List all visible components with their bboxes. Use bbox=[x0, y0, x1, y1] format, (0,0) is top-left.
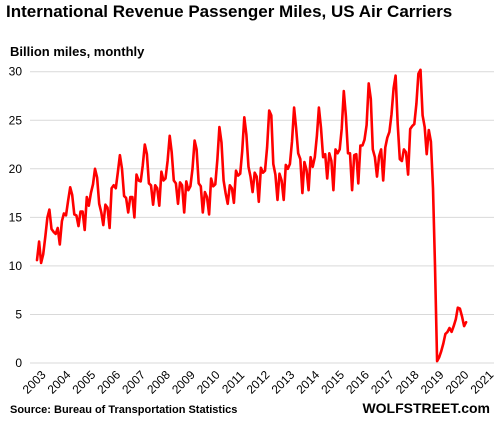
x-tick-label: 2003 bbox=[20, 368, 49, 397]
chart-subtitle: Billion miles, monthly bbox=[10, 44, 145, 59]
y-tick-label: 15 bbox=[9, 210, 23, 224]
brand-logo-text: WOLFSTREET.com bbox=[362, 400, 490, 416]
x-tick-label: 2014 bbox=[293, 368, 322, 397]
x-tick-label: 2004 bbox=[45, 368, 74, 397]
x-axis-ticks: 2003200420052006200720082009201020112012… bbox=[20, 368, 497, 397]
x-tick-label: 2009 bbox=[169, 368, 198, 397]
x-tick-label: 2016 bbox=[343, 368, 372, 397]
y-tick-label: 10 bbox=[9, 259, 23, 273]
y-tick-label: 20 bbox=[9, 162, 23, 176]
y-tick-label: 5 bbox=[15, 307, 22, 321]
x-tick-label: 2020 bbox=[443, 368, 472, 397]
x-tick-label: 2011 bbox=[219, 368, 247, 396]
x-tick-label: 2019 bbox=[418, 368, 447, 397]
x-tick-label: 2013 bbox=[269, 368, 298, 397]
x-tick-label: 2007 bbox=[119, 368, 148, 397]
x-tick-label: 2005 bbox=[70, 368, 99, 397]
series-group bbox=[35, 68, 468, 363]
y-tick-label: 0 bbox=[15, 356, 22, 370]
grid-lines bbox=[30, 71, 494, 364]
series-line bbox=[35, 68, 468, 363]
source-note: Source: Bureau of Transportation Statist… bbox=[10, 404, 238, 416]
x-tick-label: 2021 bbox=[468, 368, 497, 397]
x-tick-label: 2012 bbox=[244, 368, 273, 397]
x-tick-label: 2015 bbox=[318, 368, 347, 397]
x-tick-label: 2017 bbox=[368, 368, 397, 397]
y-axis-ticks: 0 5 10 15 20 25 30 bbox=[9, 65, 23, 370]
x-tick-label: 2010 bbox=[194, 368, 223, 397]
chart-title: International Revenue Passenger Miles, U… bbox=[6, 2, 453, 21]
x-tick-label: 2006 bbox=[94, 368, 123, 397]
x-tick-label: 2008 bbox=[144, 368, 173, 397]
y-tick-label: 30 bbox=[9, 65, 23, 79]
x-tick-label: 2018 bbox=[393, 368, 422, 397]
y-tick-label: 25 bbox=[9, 113, 23, 127]
